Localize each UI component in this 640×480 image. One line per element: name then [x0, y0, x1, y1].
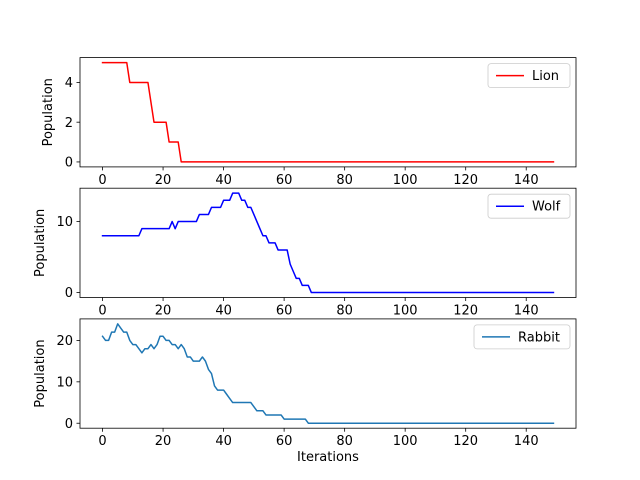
- y-tick-label: 10: [56, 215, 73, 230]
- x-tick-label: 60: [276, 434, 293, 449]
- legend-box: [487, 193, 571, 219]
- legend-label: Wolf: [532, 200, 561, 215]
- x-tick-label: 100: [393, 173, 418, 188]
- y-axis-label: Population: [41, 78, 56, 146]
- x-tick-label: 140: [514, 304, 539, 319]
- chart-panel-3: 0 20 40 60 80 100 120 140 0 10 20 Population Iterati…: [33, 318, 577, 465]
- x-tick-label: 20: [155, 304, 172, 319]
- y-tick-label: 0: [65, 286, 73, 301]
- x-tick-label: 40: [215, 304, 232, 319]
- y-tick-label: 0: [65, 417, 73, 432]
- x-tick-label: 20: [155, 434, 172, 449]
- series-line-rabbit: [101, 323, 555, 424]
- y-tick-label: 10: [56, 375, 73, 390]
- series-line-wolf: [101, 192, 555, 294]
- x-tick-label: 80: [336, 434, 353, 449]
- x-tick-label: 0: [98, 434, 106, 449]
- x-tick-label: 60: [276, 173, 293, 188]
- x-tick-label: 100: [393, 304, 418, 319]
- y-axis-label: Population: [33, 339, 48, 407]
- x-tick-label: 120: [453, 434, 478, 449]
- legend-label: Lion: [532, 69, 559, 84]
- y-tick-label: 4: [65, 76, 73, 91]
- x-tick-label: 20: [155, 173, 172, 188]
- axes-frame: [79, 318, 577, 429]
- y-tick-label: 2: [65, 116, 73, 131]
- chart-panel-2: 0 20 40 60 80 100 120 140 0 10 Population Wolf: [33, 187, 577, 319]
- x-tick-label: 140: [514, 173, 539, 188]
- x-tick-label: 140: [514, 434, 539, 449]
- x-tick-label: 100: [393, 434, 418, 449]
- series-line-lion: [101, 61, 555, 163]
- y-tick-label: 20: [56, 334, 73, 349]
- x-tick-label: 80: [336, 304, 353, 319]
- x-tick-label: 60: [276, 304, 293, 319]
- legend-box: [473, 324, 571, 350]
- axes-frame: [79, 57, 577, 168]
- x-tick-label: 0: [98, 173, 106, 188]
- legend-label: Rabbit: [518, 330, 560, 345]
- x-tick-label: 0: [98, 304, 106, 319]
- y-tick-label: 0: [65, 156, 73, 171]
- x-tick-label: 80: [336, 173, 353, 188]
- chart-panel-1: 0 20 40 60 80 100 120 140 0 2 4 Population Lion: [41, 57, 577, 188]
- legend-box: [487, 63, 571, 88]
- x-axis-label: Iterations: [297, 450, 359, 465]
- x-tick-label: 40: [215, 434, 232, 449]
- x-tick-label: 40: [215, 173, 232, 188]
- y-axis-label: Population: [33, 209, 48, 277]
- axes-frame: [79, 187, 577, 298]
- x-tick-label: 120: [453, 304, 478, 319]
- x-tick-label: 120: [453, 173, 478, 188]
